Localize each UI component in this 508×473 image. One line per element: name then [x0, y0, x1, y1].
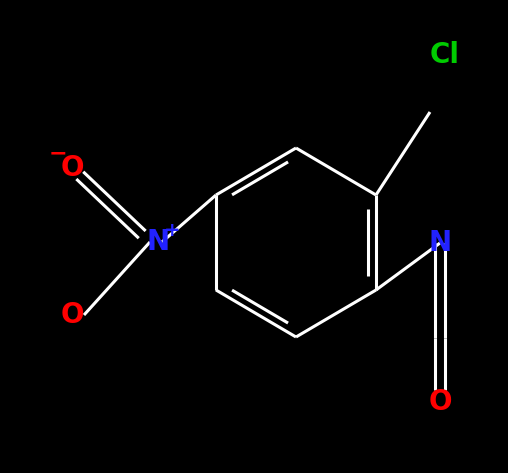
Text: O: O [60, 301, 84, 329]
Text: +: + [164, 220, 180, 239]
Text: N: N [146, 228, 170, 256]
Text: N: N [428, 229, 452, 257]
Text: −: − [49, 143, 68, 163]
Text: O: O [428, 388, 452, 416]
Text: O: O [60, 154, 84, 182]
Text: Cl: Cl [430, 41, 460, 69]
